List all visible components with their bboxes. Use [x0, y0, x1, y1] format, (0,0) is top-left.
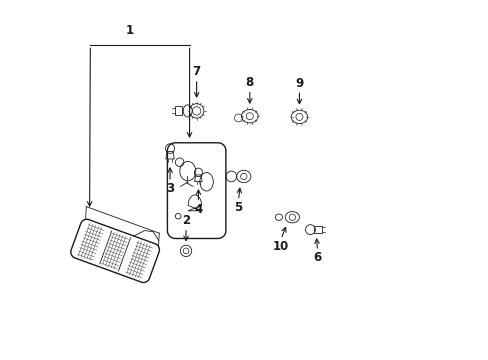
Text: 7: 7: [192, 65, 200, 78]
Text: 5: 5: [234, 201, 242, 214]
Text: 2: 2: [182, 214, 190, 227]
Text: 8: 8: [245, 76, 253, 89]
Text: 6: 6: [313, 252, 321, 265]
Text: 1: 1: [125, 24, 133, 37]
Text: 4: 4: [194, 203, 202, 216]
Text: 10: 10: [272, 240, 288, 253]
Text: 3: 3: [165, 183, 174, 195]
Text: 9: 9: [295, 77, 303, 90]
